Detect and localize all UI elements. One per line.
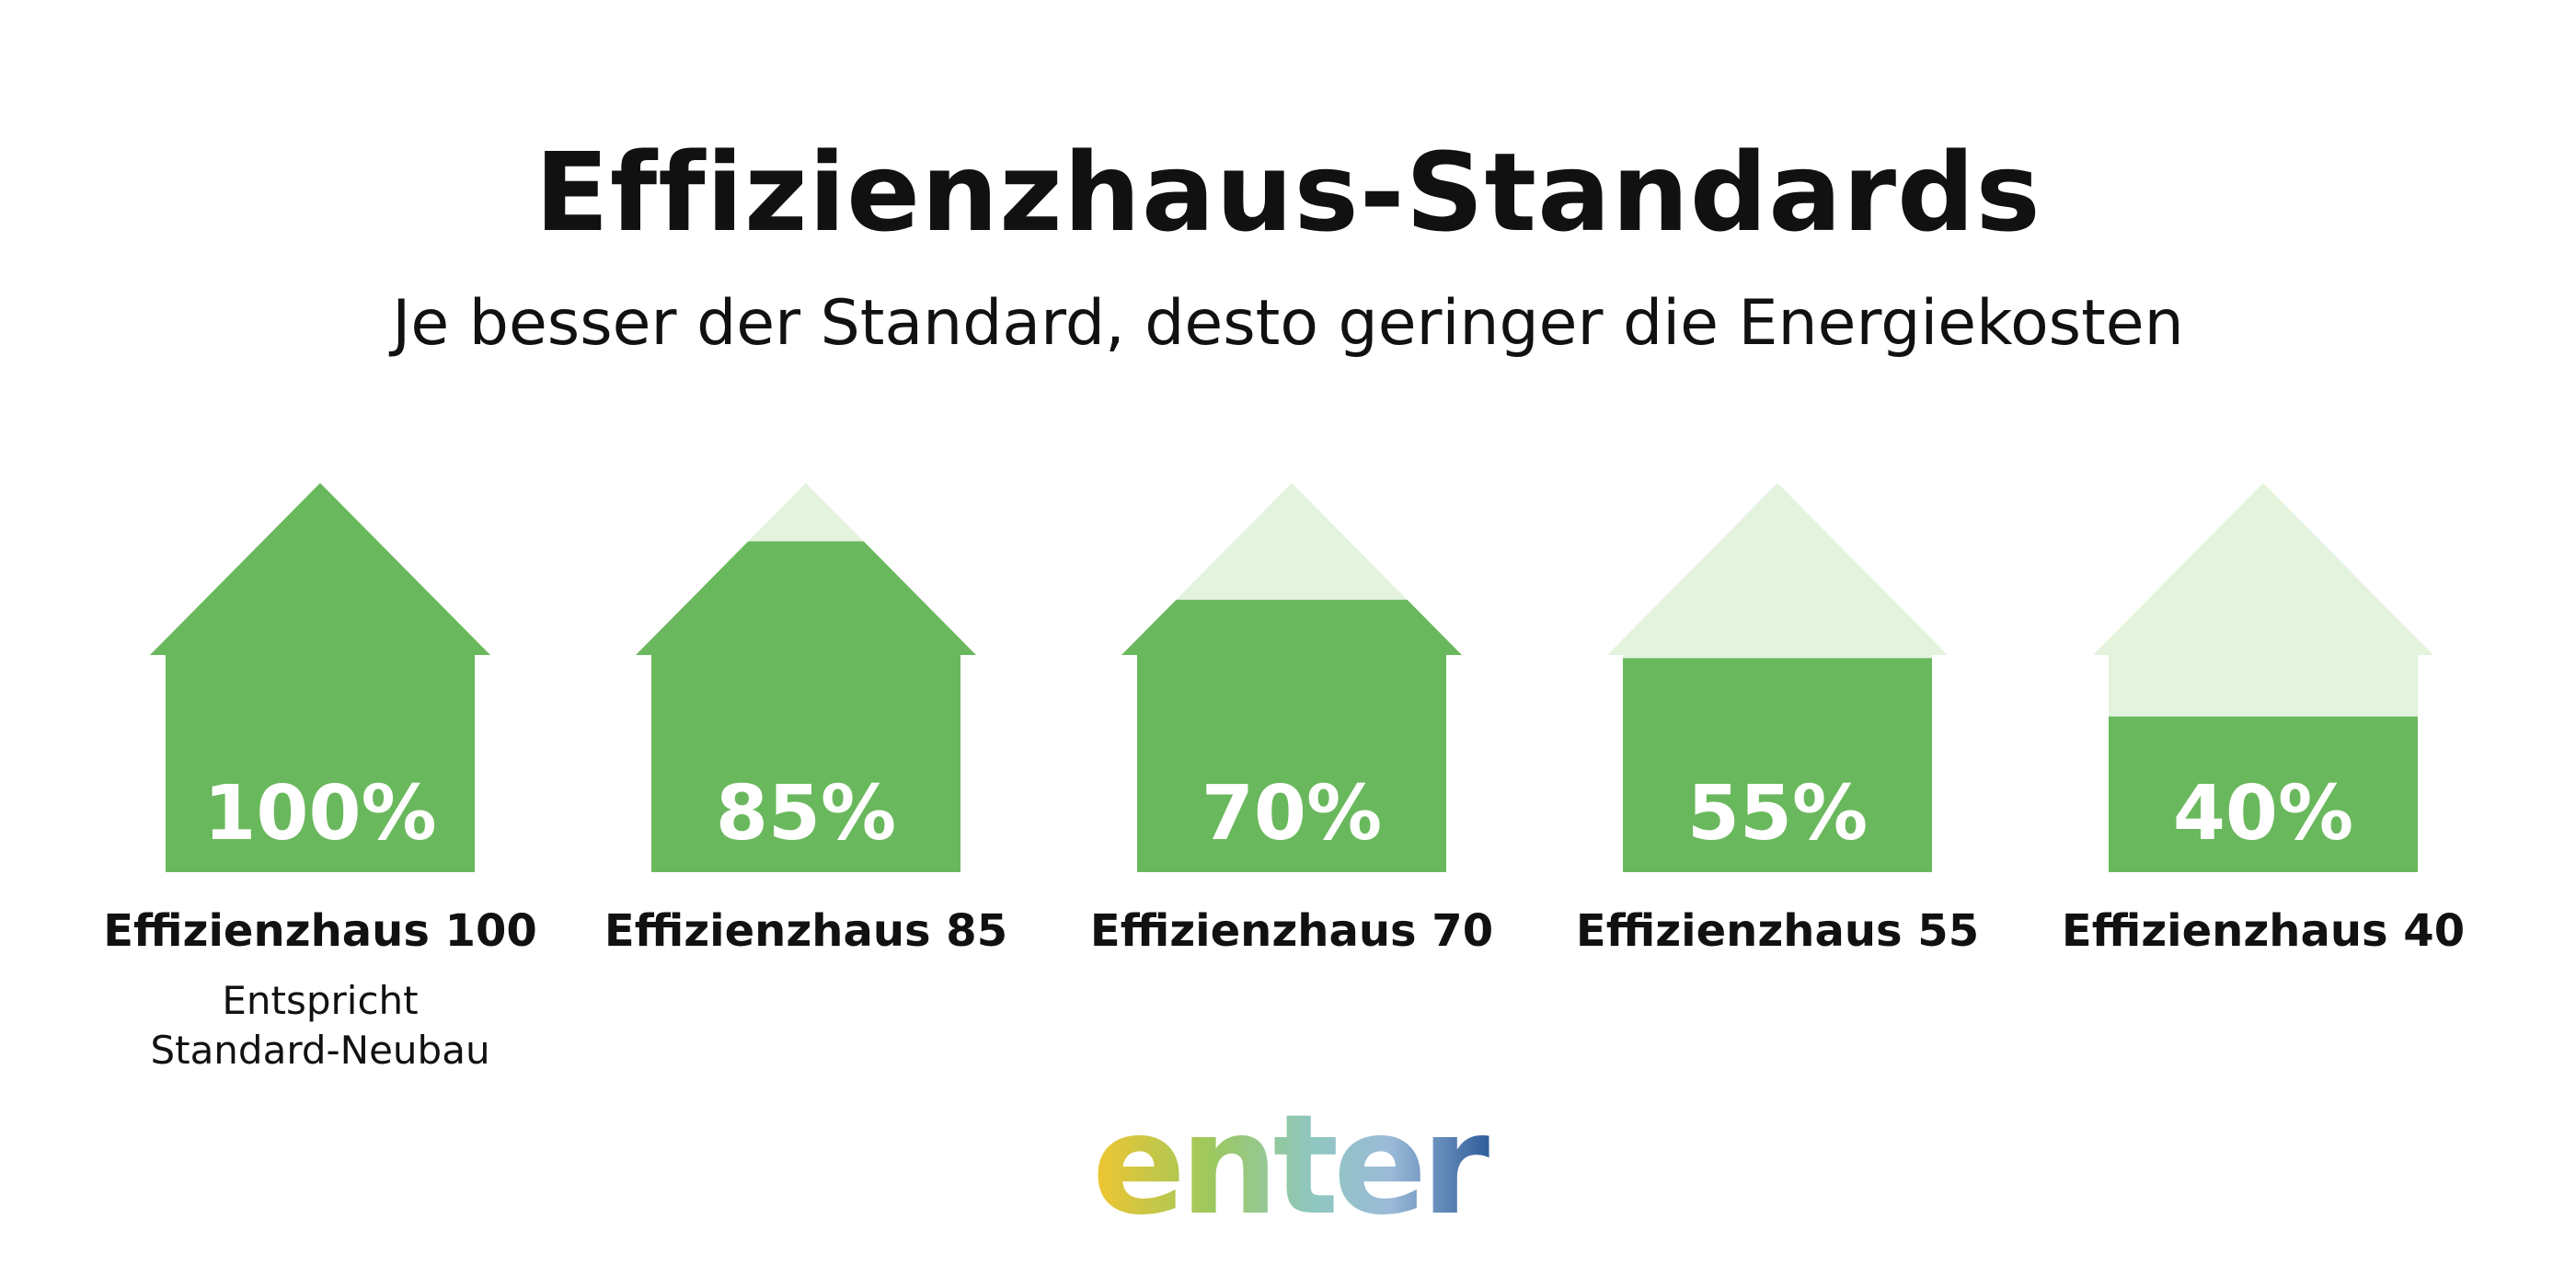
- value-label: 70%: [1202, 770, 1382, 857]
- value-label: 40%: [2173, 770, 2353, 857]
- house-fill-bar: [1121, 599, 1462, 872]
- house-5: 40% Effizienzhaus 40: [2062, 483, 2465, 957]
- category-label: Effizienzhaus 85: [604, 905, 1007, 957]
- house-2: 85% Effizienzhaus 85: [604, 483, 1007, 957]
- category-label: Effizienzhaus 40: [2062, 905, 2465, 957]
- house-fill-bar: [1607, 658, 1948, 872]
- category-label: Effizienzhaus 55: [1576, 905, 1979, 957]
- category-label: Effizienzhaus 70: [1090, 905, 1493, 957]
- house-fill-bar: [2093, 716, 2433, 872]
- value-label: 85%: [716, 770, 896, 857]
- value-label: 100%: [203, 770, 436, 857]
- page-title: Effizienzhaus-Standards: [535, 129, 2041, 256]
- enter-logo: enter: [1092, 1086, 1495, 1233]
- category-label: Effizienzhaus 100: [103, 905, 537, 957]
- house-1: 100% Effizienzhaus 100: [103, 483, 537, 957]
- annotation-line: Standard-Neubau: [150, 1028, 489, 1073]
- value-label: 55%: [1687, 770, 1868, 857]
- page-subtitle: Je besser der Standard, desto geringer d…: [392, 287, 2184, 360]
- house-3: 70% Effizienzhaus 70: [1090, 483, 1493, 957]
- logo-text: enter: [1092, 1086, 1489, 1233]
- annotation-line: Entspricht: [222, 978, 418, 1023]
- house-4: 55% Effizienzhaus 55: [1576, 483, 1979, 957]
